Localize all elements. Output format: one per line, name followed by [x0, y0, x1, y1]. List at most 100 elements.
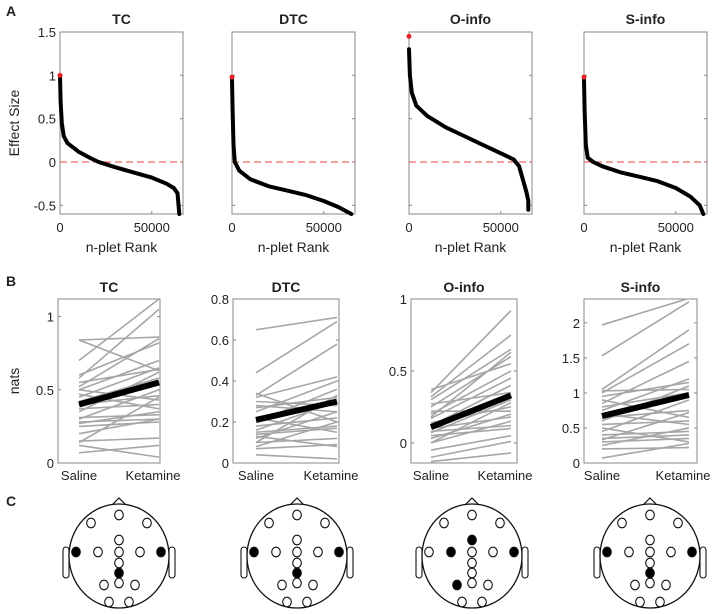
subject-line [430, 355, 512, 408]
x-tick-label: 0 [405, 220, 412, 235]
subject-line [601, 388, 690, 392]
subplot-title: DTC [279, 11, 308, 27]
panel-label-a: A [6, 3, 16, 19]
x-tick-label-saline: Saline [413, 468, 449, 483]
subject-line [78, 339, 160, 372]
y-tick-label: -0.5 [34, 198, 56, 213]
x-tick-label: 0 [228, 220, 235, 235]
electrode [645, 509, 655, 521]
subject-line [601, 413, 690, 426]
scalp-map-3 [593, 497, 707, 609]
y-tick-label: 0.6 [211, 333, 229, 348]
electrode [483, 579, 493, 591]
y-tick-label: 0 [400, 436, 407, 451]
subplot-title: O-info [450, 11, 491, 27]
left-ear-icon [593, 546, 601, 579]
effect-size-subplot-2: O-info 0 50000 n-plet Rank [405, 11, 533, 255]
y-tick-label: 1 [47, 310, 54, 325]
electrode [477, 596, 487, 608]
y-tick-label: 0 [573, 456, 580, 471]
electrode-highlighted [156, 546, 166, 558]
subplot-title: O-info [443, 279, 484, 295]
panel-b: TC 0 0.5 1 Saline Ketamine DTC 0 0.2 0.4 0.6 0.8 Sal… [6, 279, 710, 483]
electrode [467, 557, 477, 569]
subject-line [255, 435, 338, 448]
electrode [124, 596, 134, 608]
subject-line [430, 427, 512, 437]
electrode [135, 546, 145, 558]
panel-label-c: C [6, 493, 16, 509]
y-tick-label: 0.2 [211, 415, 229, 430]
x-tick-label: 0 [56, 220, 63, 235]
panel-label-b: B [6, 273, 16, 289]
effect-size-curve [58, 73, 182, 216]
electrode [666, 546, 676, 558]
electrode [313, 546, 323, 558]
max-effect-point [57, 72, 63, 78]
electrode-highlighted [114, 567, 124, 579]
subject-line [601, 399, 690, 433]
electrode-highlighted [687, 546, 697, 558]
effect-size-subplot-1: DTC 0 50000 n-plet Rank [228, 11, 356, 255]
axes-box [59, 31, 184, 215]
left-ear-icon [240, 546, 248, 579]
subject-line [78, 437, 160, 442]
subplot-title: TC [112, 11, 131, 27]
subject-line [78, 418, 160, 435]
x-tick-label: 0 [580, 220, 587, 235]
x-axis-label: n-plet Rank [258, 239, 331, 255]
y-tick-label: 2 [573, 316, 580, 331]
subject-line [255, 343, 338, 397]
subplot-title: DTC [272, 279, 301, 295]
electrode [271, 546, 281, 558]
electrode [114, 557, 124, 569]
subject-line [430, 401, 512, 444]
subject-line [430, 452, 512, 463]
subject-line [601, 434, 690, 440]
electrode [424, 546, 434, 558]
subject-line [601, 343, 690, 394]
electrode [439, 517, 449, 529]
subject-line [255, 454, 338, 460]
nose-icon [288, 497, 306, 507]
y-tick-label: 1 [49, 68, 56, 83]
electrode [467, 577, 477, 589]
mean-line [255, 398, 338, 423]
subject-line [255, 427, 338, 436]
y-tick-label: 0.5 [562, 421, 580, 436]
max-effect-point [229, 74, 235, 80]
paired-subplot-1: DTC 0 0.2 0.4 0.6 0.8 Saline Ketamine [211, 279, 359, 483]
x-tick-label-ketamine: Ketamine [656, 468, 711, 483]
subject-line [255, 437, 338, 444]
electrode [93, 546, 103, 558]
electrode-highlighted [334, 546, 344, 558]
electrode-highlighted [452, 579, 462, 591]
x-tick-label-ketamine: Ketamine [126, 468, 181, 483]
electrode [282, 596, 292, 608]
subject-line [78, 336, 160, 341]
y-tick-label: 0.4 [211, 374, 229, 389]
electrode [467, 567, 477, 579]
x-axis-label: n-plet Rank [435, 239, 508, 255]
x-tick-label-ketamine: Ketamine [304, 468, 359, 483]
y-tick-label: 0 [49, 155, 56, 170]
left-ear-icon [62, 546, 70, 579]
subject-line [430, 391, 512, 405]
subject-line [255, 417, 338, 427]
subject-line [430, 334, 512, 398]
subject-line [78, 418, 160, 423]
subject-line [78, 377, 160, 403]
axes-box [410, 298, 518, 464]
electrode-highlighted [509, 546, 519, 558]
y-tick-label: 1.5 [38, 25, 56, 40]
subject-line [601, 392, 690, 408]
electrode-highlighted [71, 546, 81, 558]
electrode [292, 534, 302, 546]
subject-line [430, 362, 512, 391]
nose-icon [110, 497, 128, 507]
electrode [617, 517, 627, 529]
subject-line [78, 413, 160, 419]
electrode [635, 596, 645, 608]
electrode [488, 546, 498, 558]
nose-icon [463, 497, 481, 507]
